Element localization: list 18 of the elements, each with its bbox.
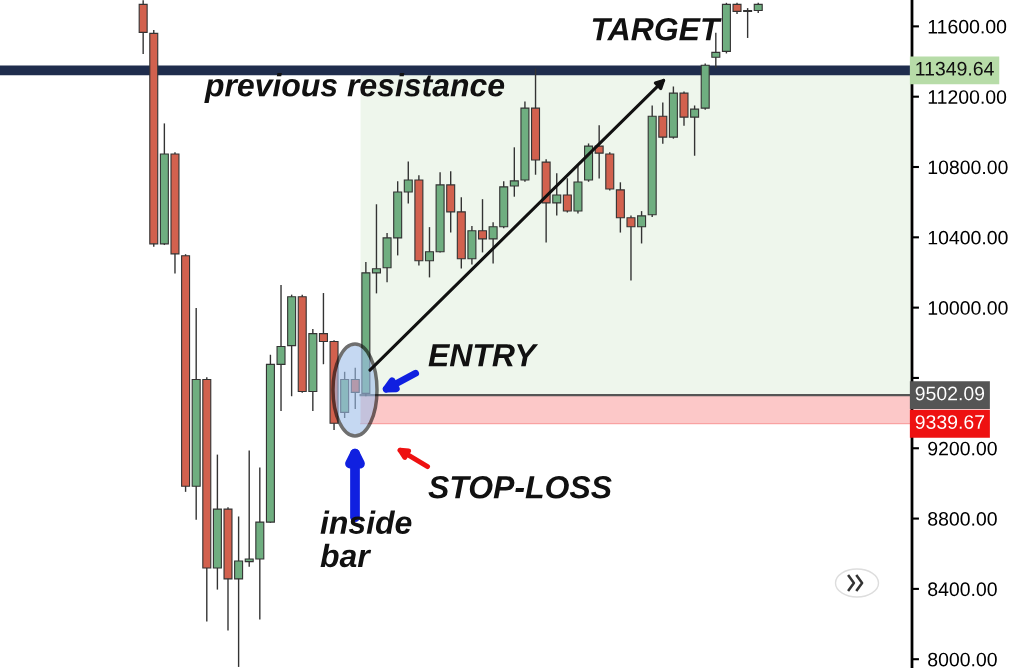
annotation: TARGET [592,17,722,41]
annotation: previous resistance [204,73,505,103]
ref-line-label: 9339.67 [915,415,985,429]
y-tick-label: 10000.00 [928,301,1008,315]
annotation: ENTRY [428,344,539,367]
y-tick-label: 11200.00 [928,90,1007,104]
y-tick-label: 10800.00 [928,160,1008,175]
y-tick-label: 8000.00 [928,652,997,667]
candlestick [371,204,381,294]
y-tick-label: 8800.00 [928,512,997,526]
annotation: inside bar [320,510,412,568]
ref-line-label: 9502.09 [915,386,985,401]
annotation: STOP-LOSS [428,475,612,499]
y-tick-label: 9200.00 [928,441,997,456]
ref-line-label: 11349.64 [916,61,994,76]
y-tick-label: 11600.00 [928,19,1007,34]
y-tick-label: 10400.00 [928,230,1008,245]
y-tick-label: 8400.00 [928,582,997,597]
